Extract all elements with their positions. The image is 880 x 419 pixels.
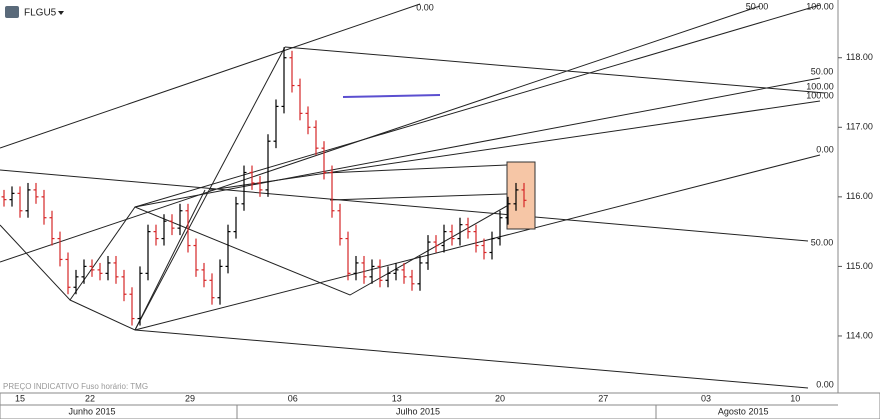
fib-line xyxy=(0,169,809,242)
drawing-label: 50.00 xyxy=(746,1,769,11)
drawing-label: 0.00 xyxy=(416,2,434,12)
x-tick-label: 03 xyxy=(701,393,711,403)
y-tick-label: 116.00 xyxy=(846,191,873,201)
drawing-label: 50.00 xyxy=(811,237,834,247)
pitchfork-line xyxy=(134,77,821,208)
month-label: Agosto 2015 xyxy=(718,406,769,416)
drawn-line xyxy=(342,94,441,98)
fan-line xyxy=(0,3,421,149)
x-tick-label: 27 xyxy=(598,393,608,403)
drawing-label: 100.00 xyxy=(806,90,834,100)
symbol-dropdown[interactable] xyxy=(58,11,64,15)
channel-line xyxy=(69,189,206,331)
y-tick-label: 114.00 xyxy=(846,330,873,340)
y-tick-label: 117.00 xyxy=(846,122,873,132)
month-label: Junho 2015 xyxy=(68,406,115,416)
drawing-label: 50.00 xyxy=(811,66,834,76)
x-tick-label: 10 xyxy=(790,393,800,403)
x-tick-label: 15 xyxy=(15,393,25,403)
fib-line xyxy=(134,329,809,389)
y-tick-label: 118.00 xyxy=(846,52,873,62)
drawing-label: 100.00 xyxy=(806,81,834,91)
x-tick-label: 22 xyxy=(85,393,95,403)
level-line xyxy=(329,192,536,201)
footnote: PREÇO INDICATIVO Fuso horário: TMG xyxy=(3,382,148,391)
channel-line xyxy=(0,189,536,301)
x-tick-label: 13 xyxy=(392,393,402,403)
pitchfork-line xyxy=(284,46,826,94)
x-tick-label: 06 xyxy=(288,393,298,403)
date-axis-panel xyxy=(0,392,880,419)
x-tick-label: 29 xyxy=(185,393,195,403)
symbol-icon[interactable] xyxy=(5,6,19,18)
fan-line xyxy=(134,4,821,208)
drawing-label: 100.00 xyxy=(806,1,834,11)
level-line xyxy=(324,164,508,174)
highlight-box xyxy=(506,161,536,230)
drawings xyxy=(0,3,826,389)
price-axis-panel xyxy=(838,0,880,393)
symbol-name[interactable]: FLGU5 xyxy=(24,8,57,19)
pitchfork-line xyxy=(209,100,821,191)
drawing-label: 0.00 xyxy=(816,379,834,389)
pitchfork-line xyxy=(134,154,821,331)
month-label: Julho 2015 xyxy=(396,406,440,416)
drawing-label: 0.00 xyxy=(816,144,834,154)
x-tick-label: 20 xyxy=(495,393,505,403)
y-tick-label: 115.00 xyxy=(846,261,873,271)
drawing-labels: 0.00 50.00 100.00 50.00 100.00 100.00 0.… xyxy=(416,1,834,389)
